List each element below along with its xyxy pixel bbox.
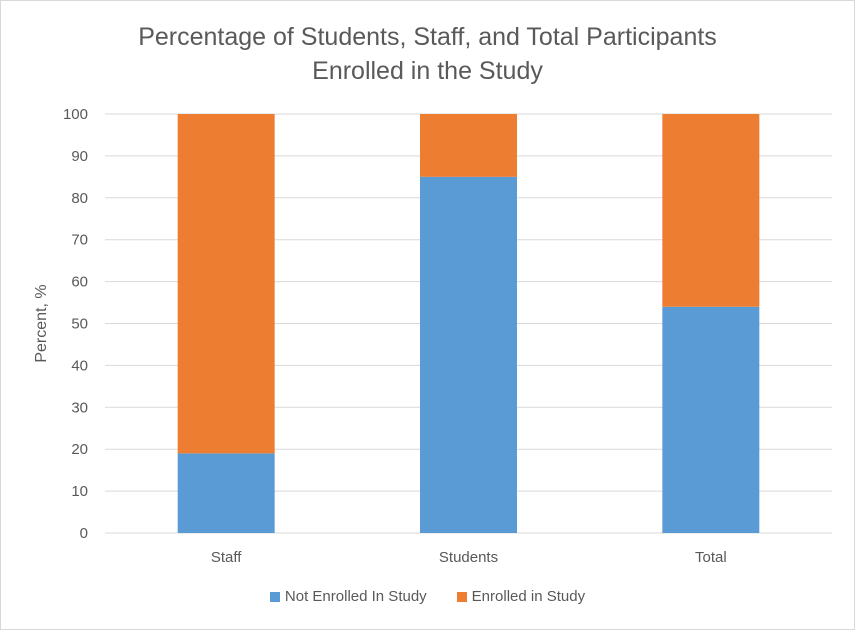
legend-swatch-enrolled — [456, 591, 467, 602]
bar-students-series-0 — [420, 176, 517, 533]
bar-staff-series-0 — [177, 453, 275, 533]
legend-item-enrolled: Enrolled in Study — [456, 588, 586, 605]
chart-title-line-2: Enrolled in the Study — [312, 57, 543, 85]
x-tick-label-total: Total — [695, 549, 727, 566]
y-tick-label: 70 — [71, 232, 88, 249]
y-tick-label: 0 — [80, 525, 88, 542]
y-tick-label: 100 — [63, 106, 88, 123]
legend: Not Enrolled In Study Enrolled in Study — [0, 588, 855, 605]
y-tick-label: 60 — [71, 274, 88, 291]
bars — [177, 114, 760, 533]
bar-staff-series-1 — [177, 114, 275, 454]
y-tick-label: 30 — [71, 399, 88, 416]
bar-students-series-1 — [420, 114, 517, 177]
x-tick-label-staff: Staff — [211, 549, 242, 566]
legend-label-enrolled: Enrolled in Study — [471, 588, 586, 605]
y-tick-label: 50 — [71, 316, 88, 333]
y-tick-label: 90 — [71, 148, 88, 165]
y-tick-label: 40 — [71, 357, 88, 374]
chart-title: Percentage of Students, Staff, and Total… — [0, 20, 855, 88]
bar-total-series-0 — [662, 306, 760, 533]
chart-title-line-1: Percentage of Students, Staff, and Total… — [138, 23, 717, 51]
legend-swatch-not-enrolled — [269, 591, 280, 602]
legend-label-not-enrolled: Not Enrolled In Study — [284, 588, 427, 605]
x-tick-label-students: Students — [439, 549, 498, 566]
y-tick-label: 80 — [71, 190, 88, 207]
legend-item-not-enrolled: Not Enrolled In Study — [269, 588, 427, 605]
bar-total-series-1 — [662, 114, 760, 307]
y-tick-label: 10 — [71, 483, 88, 500]
y-tick-label: 20 — [71, 441, 88, 458]
y-axis-label: Percent, % — [33, 284, 50, 362]
tick-labels: 0 10 20 30 40 50 60 70 80 90 100 Staff Students Total — [63, 106, 727, 566]
